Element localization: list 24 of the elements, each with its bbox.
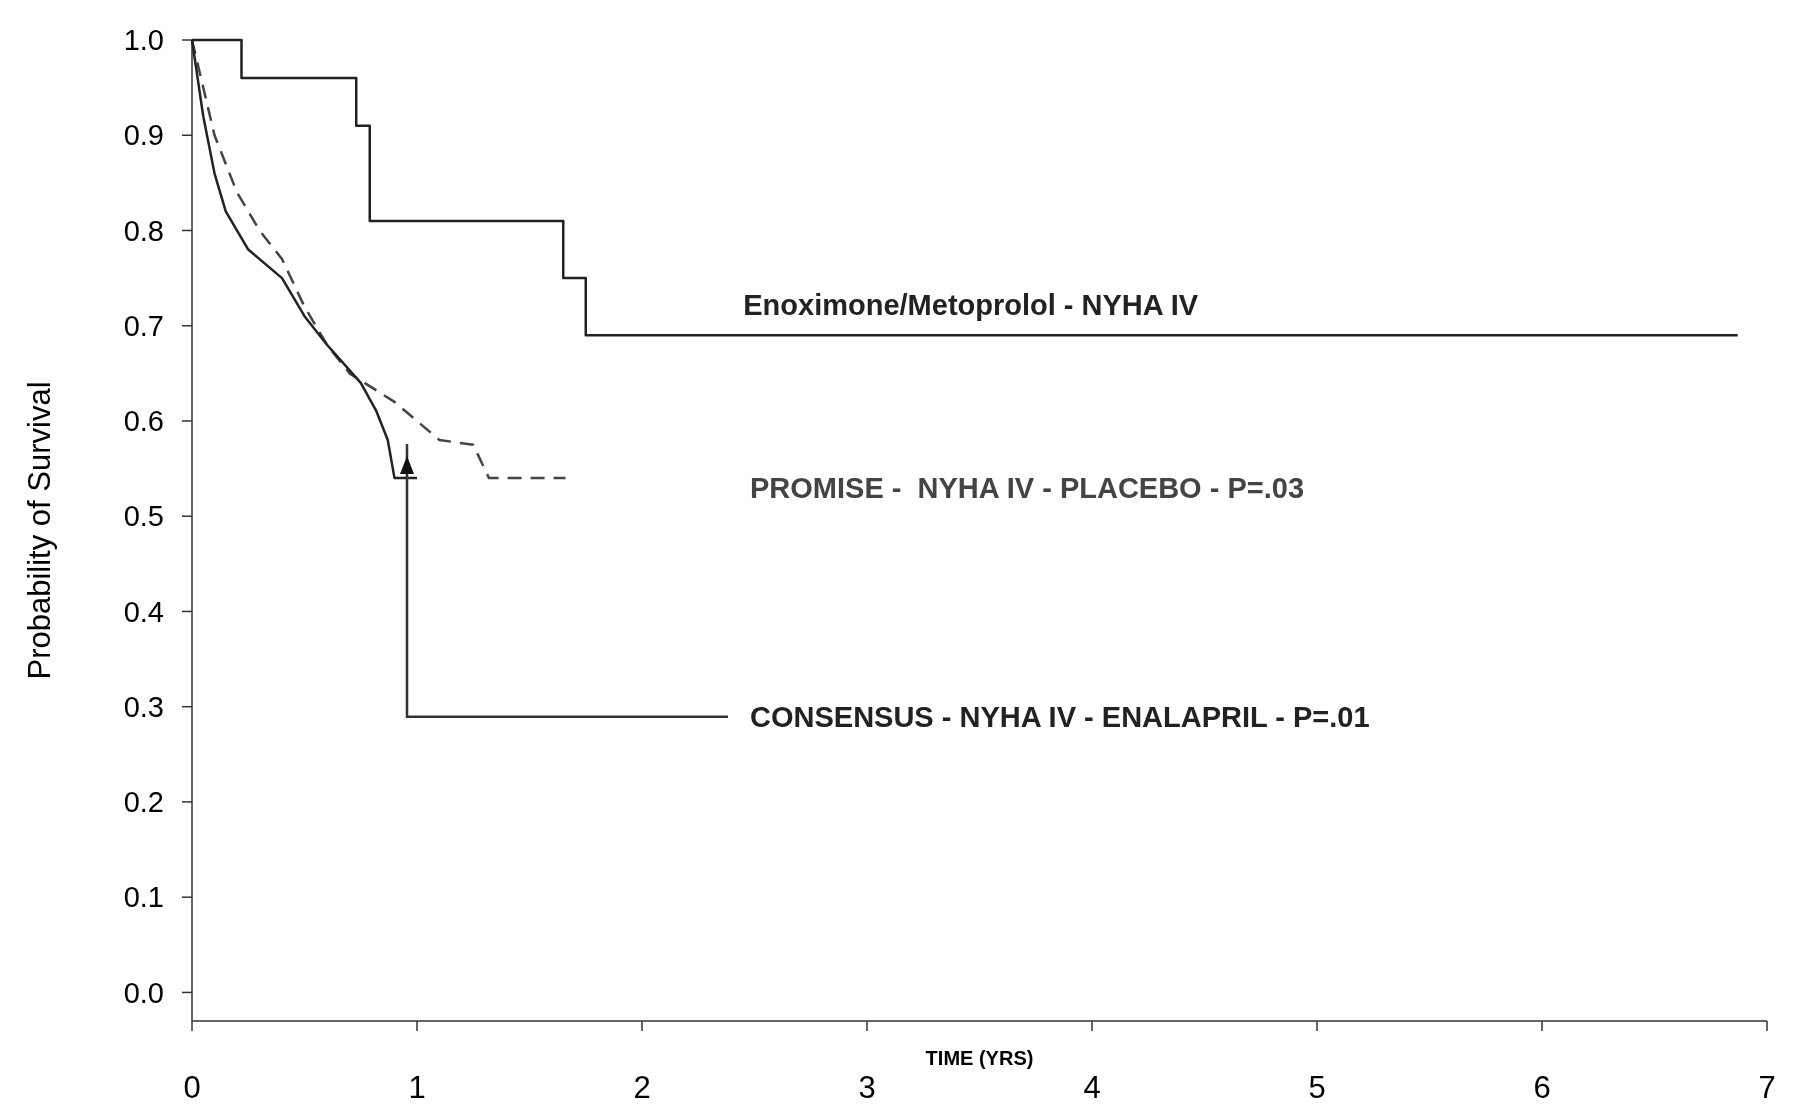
x-tick-label: 1 <box>408 1070 426 1105</box>
y-tick-label: 0.7 <box>123 309 164 342</box>
y-tick-label: 1.0 <box>123 24 164 57</box>
x-tick-label: 7 <box>1758 1070 1776 1105</box>
y-tick-label: 0.5 <box>123 500 164 533</box>
y-tick-label: 0.0 <box>123 976 164 1009</box>
y-tick-label: 0.9 <box>123 119 164 152</box>
x-tick-label: 3 <box>858 1070 876 1105</box>
y-tick-label: 0.8 <box>123 214 164 247</box>
x-tick-label: 5 <box>1308 1070 1326 1105</box>
y-tick-label: 0.6 <box>123 405 164 438</box>
x-tick-label: 6 <box>1533 1070 1551 1105</box>
x-tick-label: 4 <box>1083 1070 1101 1105</box>
y-tick-label: 0.4 <box>123 595 164 628</box>
text: CONSENSUS - NYHA IV - ENALAPRIL - P=.01 <box>750 700 1370 733</box>
y-tick-label: 0.1 <box>123 881 164 914</box>
text: PROMISE - NYHA IV - PLACEBO - P=.03 <box>750 472 1305 505</box>
y-tick-label: 0.2 <box>123 786 164 819</box>
y-tick-label: 0.3 <box>123 690 164 723</box>
x-axis-title: TIME (YRS) <box>925 1047 1034 1069</box>
x-tick-label: 2 <box>633 1070 651 1105</box>
series-label: Enoximone/Metoprolol - NYHA IV <box>743 289 1199 322</box>
y-axis-title: Probability of Survival <box>22 381 57 680</box>
x-tick-label: 0 <box>183 1070 201 1105</box>
